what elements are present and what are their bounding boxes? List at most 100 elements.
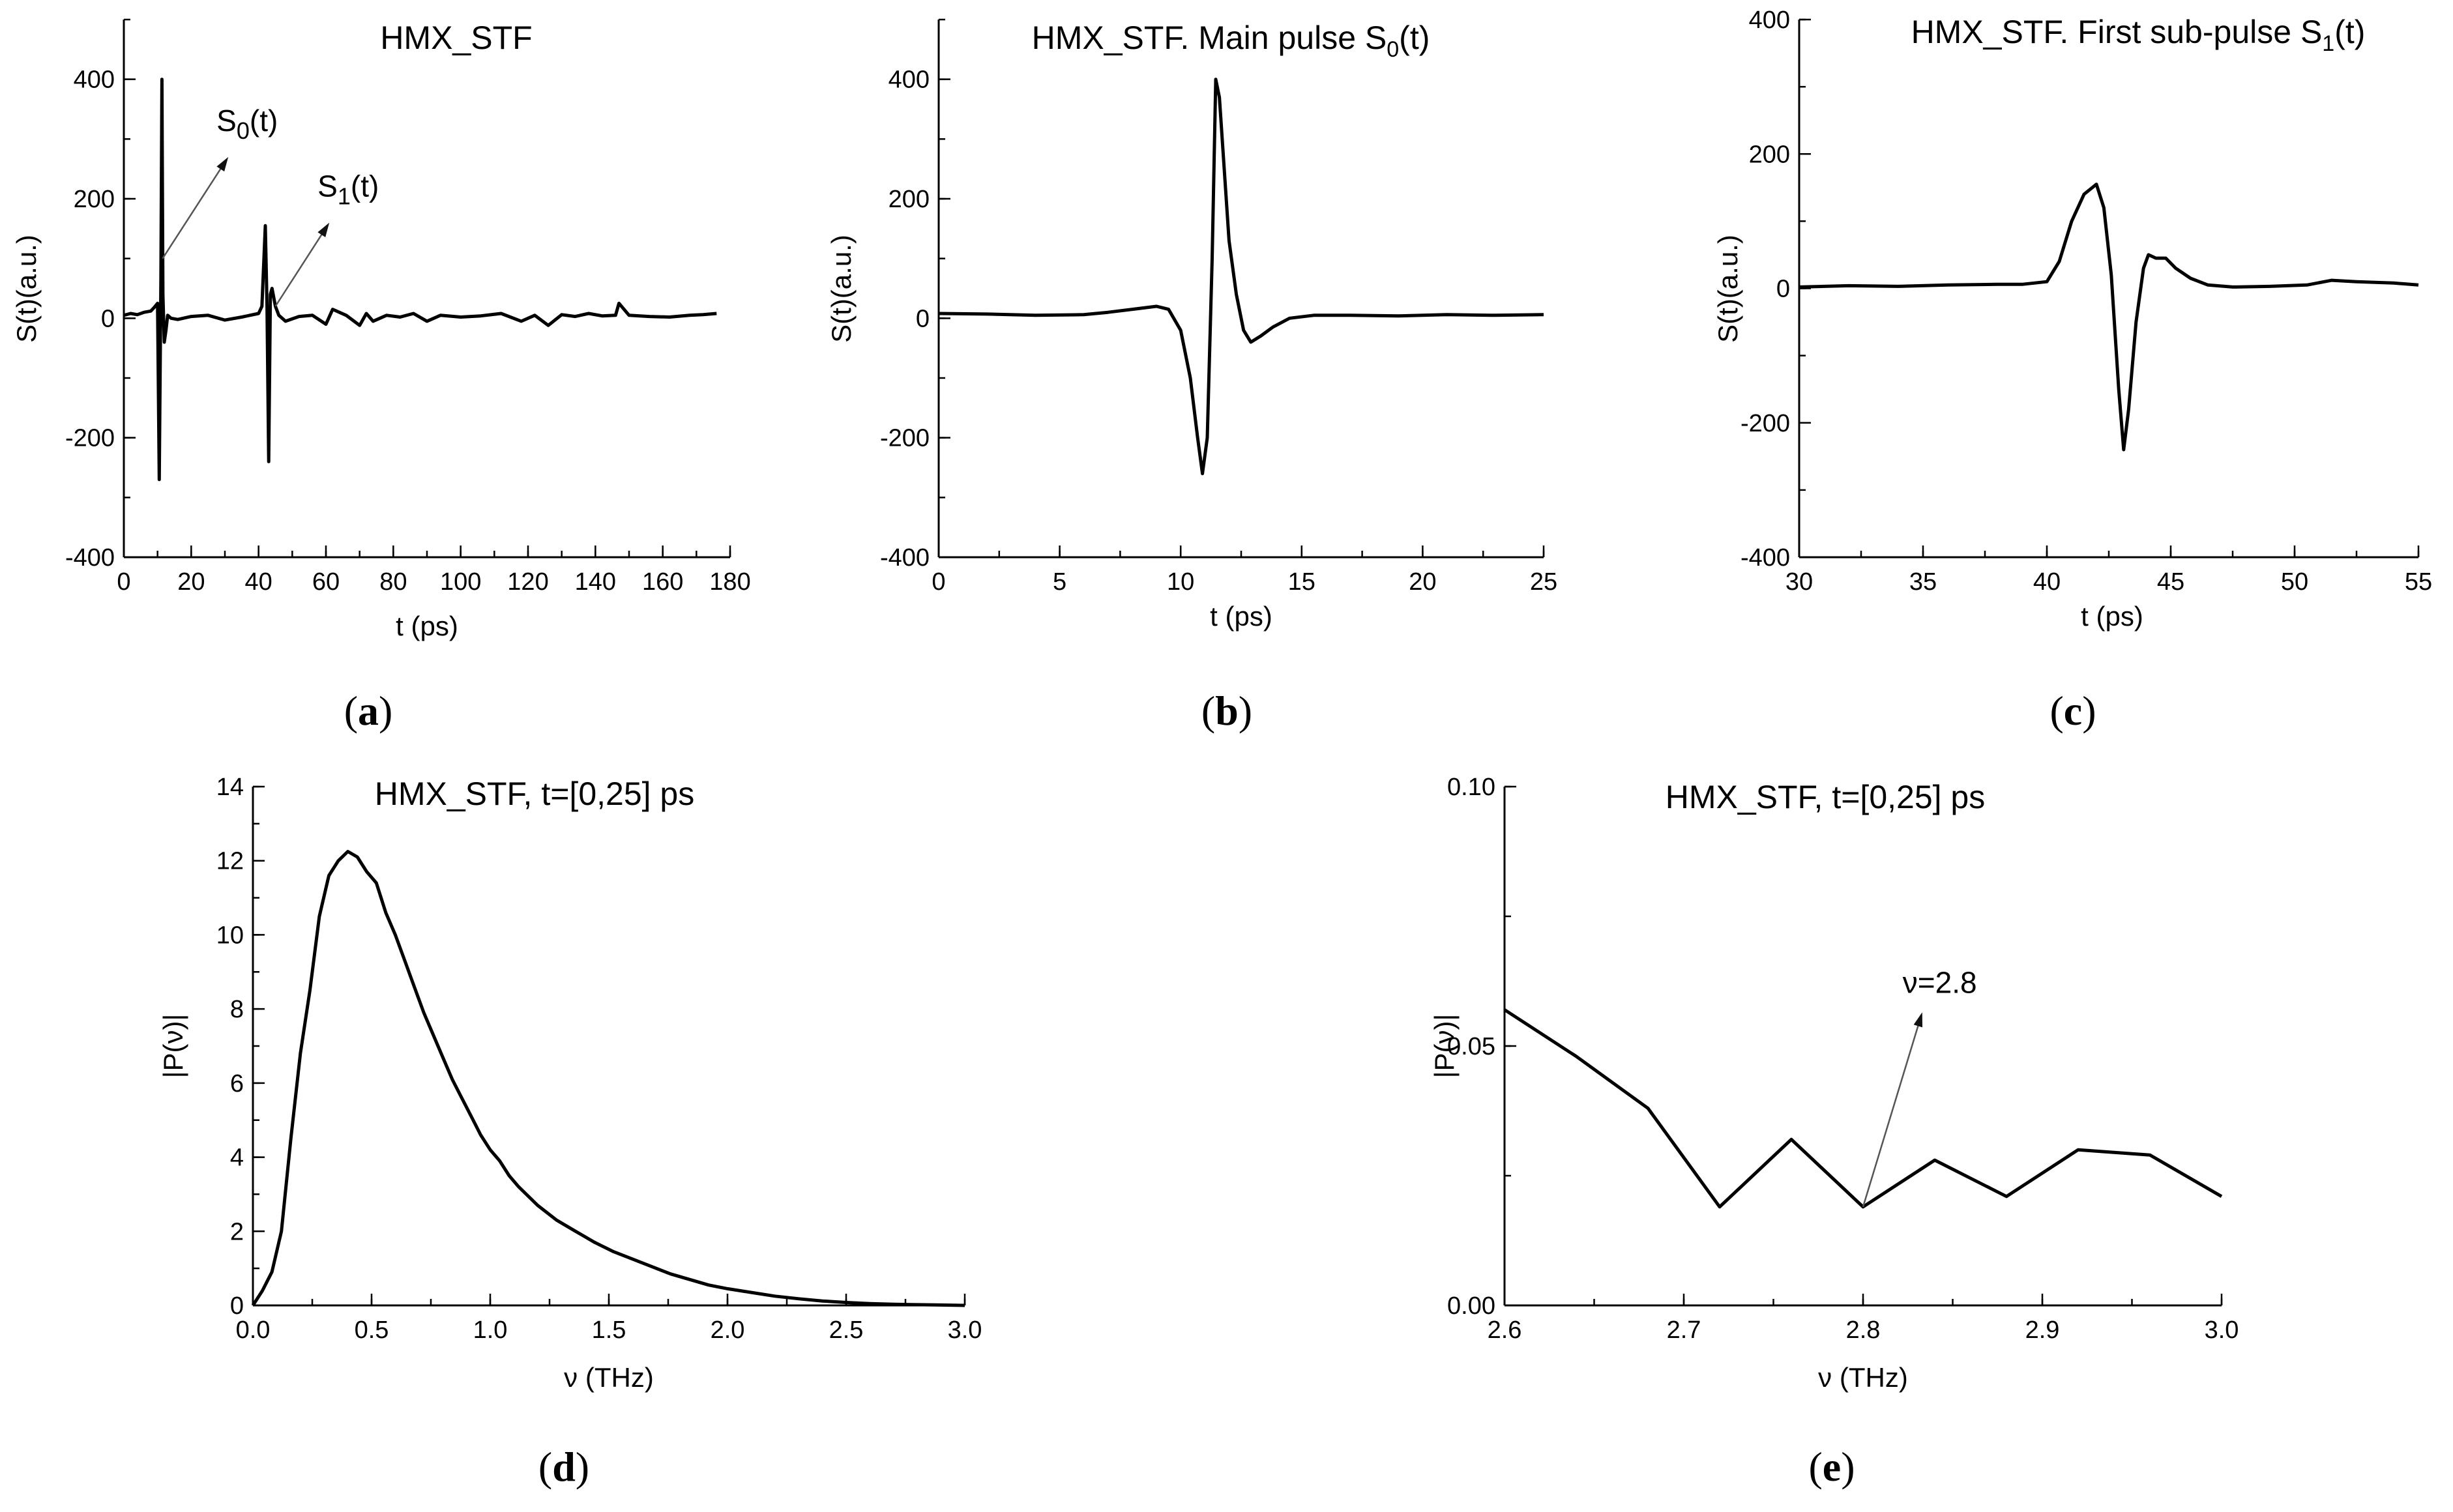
x-axis-title: ν (THz): [564, 1362, 654, 1393]
x-tick-label: 80: [379, 568, 407, 596]
y-tick-label: 12: [216, 848, 244, 875]
y-axis-title: S(t)(a.u.): [826, 235, 857, 343]
y-tick-label: -400: [65, 544, 115, 572]
x-tick-label: 1.5: [592, 1316, 626, 1344]
y-tick-label: -400: [880, 544, 930, 572]
panel-label-b: (b): [1201, 688, 1252, 734]
y-tick-label: 4: [230, 1144, 244, 1172]
y-axis-title: S(t)(a.u.): [1712, 235, 1743, 343]
plot-title: HMX_STF, t=[0,25] ps: [1666, 779, 1985, 815]
panel-label-c: (c): [2049, 688, 2096, 734]
x-tick-label: 50: [2281, 568, 2308, 596]
y-tick-label: 6: [230, 1070, 244, 1098]
series-line-c: [1799, 182, 2419, 452]
x-tick-label: 2.7: [1667, 1316, 1701, 1344]
series-line-d: [251, 850, 965, 1307]
y-tick-label: 200: [74, 186, 115, 213]
panel-label-d: (d): [538, 1444, 589, 1490]
annotation-arrowhead: [216, 156, 229, 172]
plot-title: HMX_STF: [380, 20, 532, 56]
chart-panel-d: 0.0 0.5 1.0 1.5 2.0 2.5 3.0 0 2 4 6 8 10 12 14 ν (THz) |…: [158, 774, 982, 1490]
x-tick-label: 35: [1909, 568, 1937, 596]
x-tick-label: 160: [642, 568, 683, 596]
y-tick-label: 400: [74, 66, 115, 94]
x-tick-label: 1.0: [473, 1316, 508, 1344]
x-tick-label: 5: [1053, 568, 1066, 596]
x-axis-title: t (ps): [2081, 601, 2143, 632]
y-axis-title: |P(ν)|: [158, 1014, 188, 1079]
chart-panel-b: 0 5 10 15 20 25 -400 -200 0 200 400 t (ps) S(t)(a.u.…: [826, 18, 1557, 734]
y-tick-label: 0: [1776, 276, 1790, 303]
annotation-label: S1(t): [317, 169, 379, 210]
y-tick-label: 400: [889, 66, 930, 94]
y-tick-label: 0: [230, 1292, 244, 1320]
annotation-arrow: [1862, 1021, 1920, 1208]
x-tick-label: 20: [177, 568, 205, 596]
x-tick-label: 40: [2033, 568, 2061, 596]
x-tick-label: 55: [2405, 568, 2432, 596]
y-tick-label: 0.00: [1447, 1292, 1495, 1320]
x-tick-label: 25: [1530, 568, 1557, 596]
y-tick-label: -200: [880, 425, 930, 452]
x-tick-label: 120: [507, 568, 548, 596]
panel-label-e: (e): [1808, 1444, 1855, 1490]
y-tick-label: 2: [230, 1218, 244, 1245]
y-tick-label: 200: [889, 186, 930, 213]
y-tick-label: 200: [1749, 141, 1790, 168]
x-tick-label: 30: [1785, 568, 1813, 596]
series-line-b: [938, 78, 1544, 476]
plot-title: HMX_STF. First sub-pulse S1(t): [1911, 14, 2366, 56]
x-tick-label: 0.0: [236, 1316, 271, 1344]
series-line-a: [123, 78, 717, 482]
y-tick-label: 0.05: [1447, 1033, 1495, 1060]
annotation-arrow: [274, 229, 325, 307]
x-tick-label: 15: [1288, 568, 1315, 596]
y-tick-label: 10: [216, 922, 244, 949]
chart-panel-e: 2.6 2.7 2.8 2.9 3.0 0.00 0.05 0.10 ν (THz) |P(ν)|…: [1429, 774, 2239, 1490]
plot-title: HMX_STF, t=[0,25] ps: [375, 776, 694, 812]
x-tick-label: 2.8: [1846, 1316, 1881, 1344]
x-tick-label: 3.0: [2205, 1316, 2239, 1344]
y-tick-label: 14: [216, 774, 244, 801]
x-tick-label: 45: [2157, 568, 2184, 596]
x-tick-label: 2.6: [1488, 1316, 1522, 1344]
y-tick-label: -400: [1741, 544, 1790, 572]
plot-title: HMX_STF. Main pulse S0(t): [1032, 20, 1430, 62]
annotation-arrowhead: [1913, 1012, 1923, 1028]
annotation-arrow: [162, 164, 224, 259]
x-tick-label: 2.0: [711, 1316, 745, 1344]
x-tick-label: 0: [117, 568, 130, 596]
x-axis-title: ν (THz): [1818, 1362, 1908, 1393]
x-tick-label: 40: [245, 568, 272, 596]
chart-panel-c: 30 35 40 45 50 55 -400 -200 0 200 400 t (ps) S(t)(a.…: [1712, 7, 2432, 734]
chart-panel-a: 0 20 40 60 80 100 120 140 160 180 -400 -200 0 200 400 t…: [11, 18, 751, 734]
y-tick-label: 0.10: [1447, 774, 1495, 801]
y-tick-label: -200: [1741, 410, 1790, 437]
x-axis-title: t (ps): [1210, 601, 1272, 632]
x-tick-label: 100: [440, 568, 481, 596]
panel-label-a: (a): [344, 688, 393, 734]
y-tick-label: 8: [230, 996, 244, 1023]
annotation-arrowhead: [317, 222, 330, 237]
y-tick-label: 0: [916, 305, 930, 332]
annotation-label: S0(t): [216, 104, 278, 144]
x-tick-label: 2.9: [2025, 1316, 2060, 1344]
series-line-e: [1503, 1008, 2223, 1209]
x-tick-label: 0.5: [355, 1316, 389, 1344]
x-tick-label: 180: [709, 568, 750, 596]
x-axis-title: t (ps): [396, 611, 458, 641]
x-tick-label: 140: [575, 568, 616, 596]
y-axis-title: S(t)(a.u.): [11, 235, 42, 343]
annotation-label: ν=2.8: [1903, 965, 1977, 999]
x-tick-label: 60: [312, 568, 340, 596]
y-tick-label: 0: [101, 305, 115, 332]
x-tick-label: 10: [1167, 568, 1194, 596]
x-tick-label: 0: [932, 568, 945, 596]
y-tick-label: -200: [65, 425, 115, 452]
x-tick-label: 3.0: [948, 1316, 982, 1344]
y-axis-title: |P(ν)|: [1429, 1014, 1460, 1079]
y-tick-label: 400: [1749, 7, 1790, 34]
x-tick-label: 2.5: [829, 1316, 864, 1344]
x-tick-label: 20: [1409, 568, 1436, 596]
